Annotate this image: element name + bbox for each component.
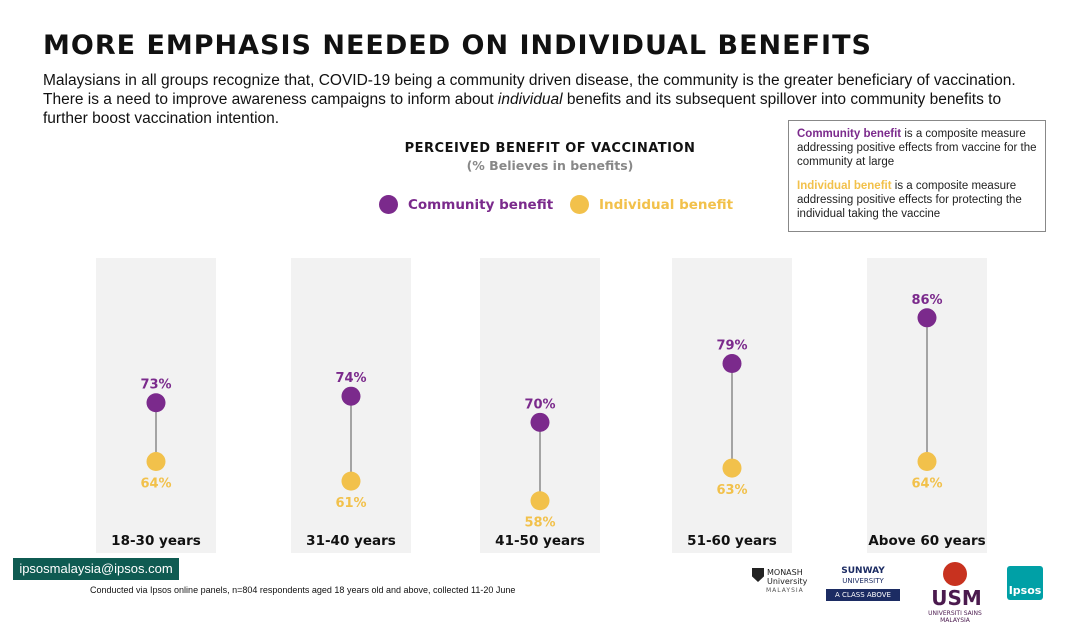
- usm-logo: USM UNIVERSITI SAINS MALAYSIA: [918, 562, 992, 624]
- legend-community: Community benefit: [379, 195, 553, 214]
- monash-shield-icon: [752, 568, 764, 582]
- community-benefit-point: [722, 354, 742, 374]
- definition-note-box: Community benefit is a composite measure…: [788, 120, 1046, 232]
- individual-term: Individual benefit: [797, 180, 892, 192]
- individual-benefit-point: [530, 491, 550, 511]
- chart-title: PERCEIVED BENEFIT OF VACCINATION: [404, 141, 696, 156]
- usm-full-name: UNIVERSITI SAINS MALAYSIA: [928, 610, 982, 624]
- monash-university: University: [767, 577, 808, 586]
- methodology-footnote: Conducted via Ipsos online panels, n=804…: [90, 585, 516, 595]
- chart-subtitle: (% Believes in benefits): [466, 158, 634, 173]
- dumbbell-chart: 73% 64% 18-30 years 74% 61% 31-40 years 70% 58%…: [96, 258, 987, 553]
- ipsos-logo: Ipsos: [1007, 566, 1043, 600]
- category-label: 18-30 years: [111, 533, 201, 549]
- individual-benefit-point: [917, 452, 937, 472]
- category-label: 41-50 years: [495, 533, 585, 549]
- community-benefit-point: [341, 386, 361, 406]
- community-benefit-point: [917, 308, 937, 328]
- individual-benefit-label: 64%: [140, 477, 171, 492]
- sunway-name: SUNWAY: [841, 566, 885, 576]
- individual-definition: Individual benefit is a composite measur…: [797, 179, 1037, 221]
- community-benefit-point: [530, 412, 550, 432]
- individual-benefit-label: 58%: [524, 516, 555, 531]
- subtitle-text-2: benefits and its subsequent spillover in…: [43, 91, 1002, 127]
- legend-individual-label: Individual benefit: [599, 196, 734, 213]
- sunway-university: UNIVERSITY: [842, 577, 884, 585]
- community-definition: Community benefit is a composite measure…: [797, 127, 1037, 169]
- page-title: MORE EMPHASIS NEEDED ON INDIVIDUAL BENEF…: [43, 30, 872, 61]
- community-benefit-label: 70%: [524, 397, 555, 412]
- category-label: 31-40 years: [306, 533, 396, 549]
- sunway-logo: SUNWAY UNIVERSITY A CLASS ABOVE: [826, 566, 900, 601]
- community-benefit-label: 73%: [140, 378, 171, 393]
- monash-country: MALAYSIA: [766, 587, 804, 594]
- individual-benefit-label: 61%: [335, 496, 366, 511]
- individual-benefit-point: [722, 458, 742, 478]
- legend-community-dot: [379, 195, 398, 214]
- community-definition-text: is a composite measure addressing positi…: [797, 128, 1037, 168]
- usm-wordmark: USM: [931, 586, 982, 610]
- usm-crest-icon: [943, 562, 967, 586]
- category-label: Above 60 years: [868, 533, 985, 549]
- legend-individual: Individual benefit: [570, 195, 733, 214]
- page-subtitle: Malaysians in all groups recognize that,…: [43, 71, 1043, 128]
- legend-individual-dot: [570, 195, 589, 214]
- monash-logo: MONASH University MALAYSIA: [752, 568, 812, 595]
- community-benefit-label: 86%: [911, 293, 942, 308]
- contact-email[interactable]: ipsosmalaysia@ipsos.com: [13, 558, 179, 580]
- individual-benefit-point: [341, 471, 361, 491]
- sunway-tagline: A CLASS ABOVE: [826, 589, 900, 601]
- subtitle-emphasis: individual: [497, 91, 563, 108]
- community-term: Community benefit: [797, 128, 902, 140]
- monash-name: MONASH: [767, 568, 803, 577]
- individual-benefit-label: 63%: [716, 483, 747, 498]
- community-benefit-label: 74%: [335, 371, 366, 386]
- individual-definition-text: is a composite measure addressing positi…: [797, 180, 1022, 220]
- community-benefit-label: 79%: [716, 339, 747, 354]
- individual-benefit-label: 64%: [911, 477, 942, 492]
- community-benefit-point: [146, 393, 166, 413]
- legend-community-label: Community benefit: [408, 196, 554, 213]
- category-label: 51-60 years: [687, 533, 777, 549]
- individual-benefit-point: [146, 452, 166, 472]
- subtitle-text-1: Malaysians in all groups recognize that,…: [43, 72, 1016, 108]
